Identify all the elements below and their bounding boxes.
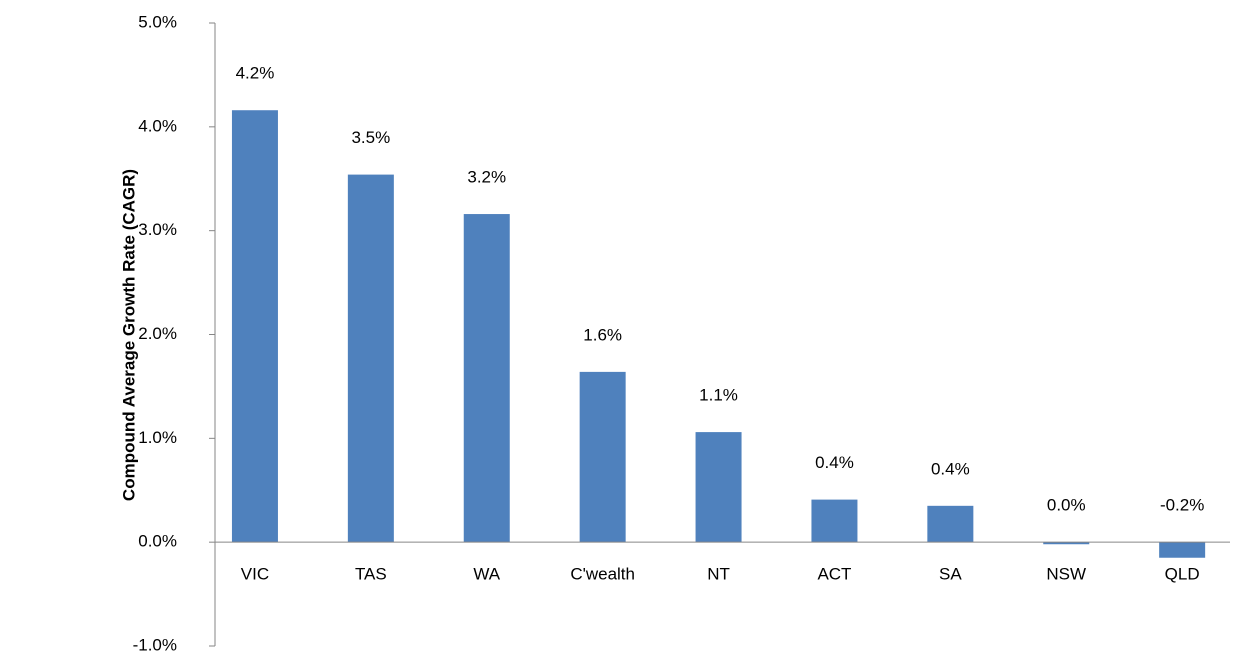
bar: [1159, 542, 1206, 558]
x-tick-label: C'wealth: [570, 565, 635, 584]
y-axis-title: Compound Average Growth Rate (CAGR): [119, 169, 138, 501]
x-tick-label: NT: [707, 565, 730, 584]
y-tick-label: 4.0%: [138, 116, 177, 135]
data-label: 0.4%: [931, 459, 970, 478]
data-label: 3.5%: [351, 128, 390, 147]
bar: [579, 371, 626, 543]
data-label: 1.6%: [583, 325, 622, 344]
data-label: 0.4%: [815, 453, 854, 472]
bar: [347, 174, 394, 543]
x-tick-label: QLD: [1165, 565, 1200, 584]
x-tick-label: SA: [939, 565, 962, 584]
bar: [927, 505, 974, 543]
x-tick-label: NSW: [1046, 565, 1086, 584]
y-tick-label: 5.0%: [138, 12, 177, 31]
bar: [811, 499, 858, 543]
y-tick-label: 0.0%: [138, 532, 177, 551]
y-tick-label: 2.0%: [138, 324, 177, 343]
y-tick-label: -1.0%: [133, 635, 177, 654]
y-tick-label: 3.0%: [138, 220, 177, 239]
x-tick-label: VIC: [241, 565, 269, 584]
x-tick-label: TAS: [355, 565, 387, 584]
x-tick-label: WA: [473, 565, 500, 584]
data-label: 3.2%: [467, 168, 506, 187]
bar: [231, 110, 278, 543]
x-tick-label: ACT: [817, 565, 851, 584]
bar: [1043, 542, 1090, 545]
data-label: 0.0%: [1047, 496, 1086, 515]
bar: [695, 432, 742, 543]
y-tick-label: 1.0%: [138, 428, 177, 447]
data-label: 4.2%: [236, 64, 275, 83]
data-label: -0.2%: [1160, 496, 1204, 515]
data-label: 1.1%: [699, 386, 738, 405]
bar: [463, 214, 510, 543]
